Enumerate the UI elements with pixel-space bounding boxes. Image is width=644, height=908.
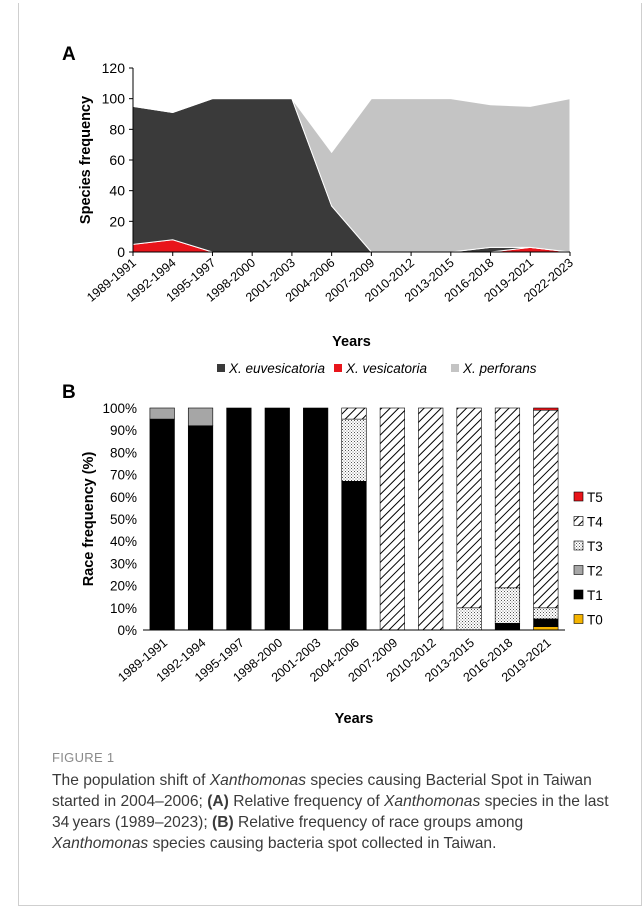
bar-t3-2019-2021 [533, 607, 559, 620]
y-tick-label: 20 [109, 213, 125, 229]
bar-t3-2004-2006 [341, 418, 367, 482]
figure-frame [18, 3, 642, 906]
bar-t1-1995-1997 [226, 407, 252, 631]
chart-a: 0204060801001201989-19911992-19941995-19… [78, 60, 576, 376]
legend-swatch-x-vesicatoria [334, 364, 342, 372]
y-tick-label: 120 [102, 60, 126, 76]
y-tick-label: 20% [110, 579, 137, 594]
panel-b-label: B [62, 382, 76, 403]
bar-t1-1992-1994 [187, 425, 214, 631]
x-axis-title: Years [332, 334, 371, 350]
bar-t4-2016-2018 [494, 407, 521, 589]
legend-swatch-t2 [573, 565, 584, 575]
y-tick-label: 80% [110, 445, 137, 460]
y-axis-title: Race frequency (%) [81, 452, 97, 587]
bar-t3-2013-2015 [456, 607, 482, 631]
bar-t2-1989-1991 [149, 407, 175, 420]
area-x-perforans [132, 98, 571, 253]
legend-label-t4: T4 [587, 515, 603, 530]
legend-swatch-t4 [573, 516, 584, 526]
figure-number: FIGURE 1 [52, 750, 115, 765]
legend-label-t2: T2 [587, 564, 603, 579]
y-tick-label: 0 [117, 244, 125, 260]
legend-label-t1: T1 [587, 588, 603, 603]
bar-t1-2019-2021 [533, 618, 559, 627]
legend-swatch-t0 [573, 614, 584, 624]
y-tick-label: 90% [110, 423, 137, 438]
bar-t1-2004-2006 [341, 480, 367, 631]
legend-swatch-t5 [573, 491, 584, 502]
legend-swatch-x-euvesicatoria [217, 364, 225, 372]
bar-t2-1992-1994 [187, 407, 214, 427]
x-axis-title: Years [335, 711, 374, 727]
bar-t4-2013-2015 [456, 407, 482, 609]
bar-t1-1989-1991 [149, 418, 175, 631]
y-tick-label: 70% [110, 468, 137, 483]
y-tick-label: 60 [109, 152, 125, 168]
y-tick-label: 80 [109, 121, 125, 137]
y-tick-label: 60% [110, 490, 137, 505]
y-tick-label: 40 [109, 183, 125, 199]
bar-t3-2016-2018 [494, 587, 521, 624]
legend-label-t0: T0 [587, 613, 603, 628]
bar-t4-2007-2009 [379, 407, 405, 631]
legend-swatch-t1 [573, 589, 584, 600]
legend-label-t5: T5 [587, 490, 603, 505]
legend-swatch-x-perforans [451, 364, 459, 372]
bar-t4-2010-2012 [418, 407, 444, 631]
y-tick-label: 50% [110, 512, 137, 527]
legend-label-t3: T3 [587, 539, 603, 554]
bar-t4-2004-2006 [341, 407, 367, 420]
legend-label-x-perforans: X. perforans [462, 361, 537, 376]
y-tick-label: 100% [102, 401, 137, 416]
panel-a-label: A [62, 44, 76, 65]
legend-label-x-euvesicatoria: X. euvesicatoria [228, 361, 326, 376]
bar-t4-2019-2021 [533, 409, 559, 609]
figure-charts: A B 0204060801001201989-19911992-1994199… [62, 44, 603, 727]
figure-caption: FIGURE 1 The population shift of Xanthom… [52, 750, 622, 854]
bar-t1-1998-2000 [264, 407, 290, 631]
chart-b: 0%10%20%30%40%50%60%70%80%90%100%1989-19… [81, 401, 603, 727]
legend-label-x-vesicatoria: X. vesicatoria [345, 361, 428, 376]
y-tick-label: 100 [102, 91, 126, 107]
caption-text: The population shift of Xanthomonas spec… [52, 772, 609, 852]
bar-t1-2016-2018 [494, 623, 521, 631]
y-tick-label: 10% [110, 601, 137, 616]
bar-t5-2019-2021 [533, 407, 559, 411]
legend-swatch-t3 [573, 540, 584, 551]
y-tick-label: 0% [117, 623, 137, 638]
y-tick-label: 40% [110, 534, 137, 549]
bar-t1-2001-2003 [303, 407, 329, 631]
y-axis-title: Species frequency [78, 96, 94, 224]
y-tick-label: 30% [110, 556, 137, 571]
